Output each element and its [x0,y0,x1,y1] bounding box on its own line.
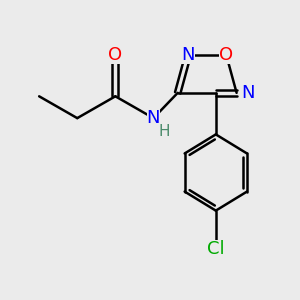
Text: H: H [159,124,170,139]
Text: N: N [147,109,160,127]
Text: N: N [241,84,254,102]
Text: O: O [108,46,122,64]
Text: O: O [219,46,233,64]
Text: Cl: Cl [207,240,225,258]
Text: N: N [182,46,195,64]
